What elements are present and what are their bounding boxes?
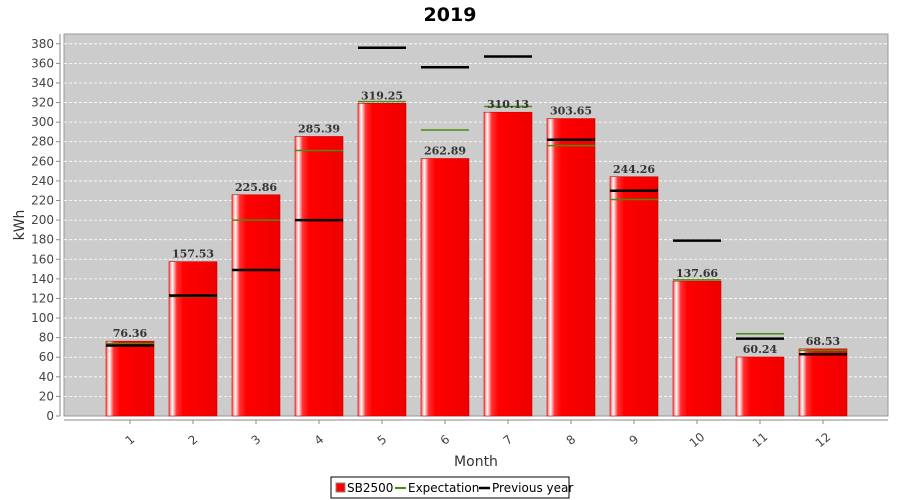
y-tick-label: 20 xyxy=(39,389,54,403)
y-tick-label: 240 xyxy=(31,174,54,188)
y-tick-label: 80 xyxy=(39,331,54,345)
y-tick-label: 120 xyxy=(31,291,54,305)
x-axis: 1 2 3 4 5 6 7 8 9 10 11 12 xyxy=(64,419,888,451)
x-tick-label: 4 xyxy=(312,432,327,448)
data-labels: 76.36 157.53 225.86 285.39 319.25 262.89 310.1… xyxy=(113,89,840,356)
y-tick-label: 200 xyxy=(31,213,54,227)
legend-label-sb2500: SB2500 xyxy=(347,481,393,495)
y-tick-label: 160 xyxy=(31,252,54,266)
bar-value-label: 303.65 xyxy=(550,105,592,118)
legend: SB2500 Expectation Previous year xyxy=(330,476,573,499)
x-tick-label: 8 xyxy=(564,432,579,448)
y-tick-label: 0 xyxy=(46,409,54,423)
bar-value-label: 319.25 xyxy=(361,89,403,102)
marker-series xyxy=(106,46,847,356)
bar-value-label: 310.13 xyxy=(487,98,529,111)
bar xyxy=(294,136,344,417)
legend-label-previous-year: Previous year xyxy=(492,481,573,495)
bar xyxy=(483,111,533,417)
y-axis: 0 20 40 60 80 100 120 140 160 180 200 220 240 260 280 3… xyxy=(31,34,61,423)
x-tick-label: 3 xyxy=(249,432,264,448)
bar xyxy=(546,118,596,417)
x-axis-label: Month xyxy=(454,454,498,470)
bar xyxy=(609,176,659,417)
chart-title: 2019 xyxy=(424,4,477,26)
legend-label-expectation: Expectation xyxy=(408,481,479,495)
y-tick-label: 360 xyxy=(31,56,54,70)
y-tick-label: 300 xyxy=(31,115,54,129)
y-tick-label: 220 xyxy=(31,194,54,208)
bar-value-label: 225.86 xyxy=(235,181,277,194)
bar-value-label: 68.53 xyxy=(806,335,840,348)
legend-box xyxy=(330,476,570,499)
x-tick-label: 10 xyxy=(687,430,708,451)
bar-value-label: 137.66 xyxy=(676,267,718,280)
legend-swatch-sb2500 xyxy=(335,482,346,493)
y-tick-label: 380 xyxy=(31,37,54,51)
y-tick-label: 260 xyxy=(31,154,54,168)
y-tick-label: 140 xyxy=(31,272,54,286)
x-tick-label: 2 xyxy=(186,432,201,448)
x-tick-label: 7 xyxy=(501,432,516,448)
bar xyxy=(672,280,722,417)
bar xyxy=(798,348,848,417)
bar-value-label: 60.24 xyxy=(743,343,778,356)
y-tick-label: 340 xyxy=(31,76,54,90)
bar xyxy=(735,356,785,417)
bar-value-label: 285.39 xyxy=(298,122,340,135)
y-tick-label: 60 xyxy=(39,350,54,364)
bar xyxy=(357,102,407,417)
y-tick-label: 320 xyxy=(31,96,54,110)
x-tick-label: 9 xyxy=(627,432,642,448)
bar-value-label: 157.53 xyxy=(172,248,214,261)
y-tick-label: 100 xyxy=(31,311,54,325)
x-tick-label: 12 xyxy=(813,430,834,451)
bar xyxy=(231,194,281,417)
bar-value-label: 262.89 xyxy=(424,145,466,158)
y-axis-label: kWh xyxy=(12,210,28,241)
x-tick-label: 6 xyxy=(438,432,453,448)
y-tick-label: 280 xyxy=(31,135,54,149)
bar-value-label: 244.26 xyxy=(613,163,655,176)
bar-series xyxy=(105,102,848,417)
bar xyxy=(420,158,470,417)
y-tick-label: 40 xyxy=(39,370,54,384)
y-tick-label: 180 xyxy=(31,233,54,247)
x-tick-label: 5 xyxy=(375,432,390,448)
x-tick-label: 11 xyxy=(750,430,771,451)
bar-value-label: 76.36 xyxy=(113,327,148,340)
bar xyxy=(105,340,155,417)
x-tick-label: 1 xyxy=(123,432,138,448)
bar xyxy=(168,261,218,417)
